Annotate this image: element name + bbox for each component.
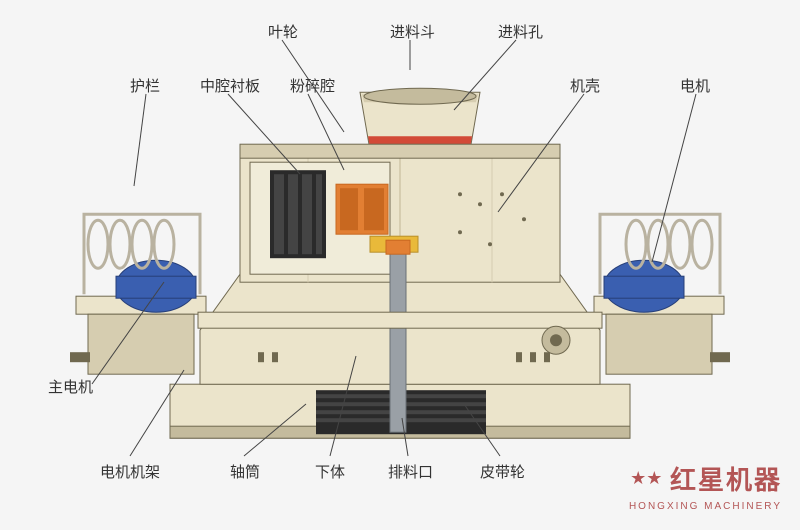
brand-name: 红星机器 bbox=[670, 460, 782, 497]
label-feed-hopper: 进料斗 bbox=[390, 21, 435, 42]
label-cavity-liner: 中腔衬板 bbox=[200, 75, 260, 96]
label-lower-body: 下体 bbox=[315, 461, 345, 482]
label-main-motor: 主电机 bbox=[48, 376, 93, 397]
label-shell: 机壳 bbox=[570, 75, 600, 96]
brand-sub: HONGXING MACHINERY bbox=[629, 501, 782, 512]
label-discharge: 排料口 bbox=[388, 461, 433, 482]
label-impeller: 叶轮 bbox=[268, 21, 298, 42]
star-icon: ★★ bbox=[630, 468, 662, 489]
label-crush-cavity: 粉碎腔 bbox=[290, 75, 335, 96]
label-feed-hole: 进料孔 bbox=[498, 21, 543, 42]
machine-diagram bbox=[40, 44, 760, 504]
label-shaft-tube: 轴筒 bbox=[230, 461, 260, 482]
label-pulley: 皮带轮 bbox=[480, 461, 525, 482]
label-motor: 电机 bbox=[680, 75, 710, 96]
label-guard-rail: 护栏 bbox=[130, 75, 160, 96]
label-motor-frame: 电机机架 bbox=[100, 461, 160, 482]
brand-logo: ★★ 红星机器 HONGXING MACHINERY bbox=[629, 460, 782, 512]
